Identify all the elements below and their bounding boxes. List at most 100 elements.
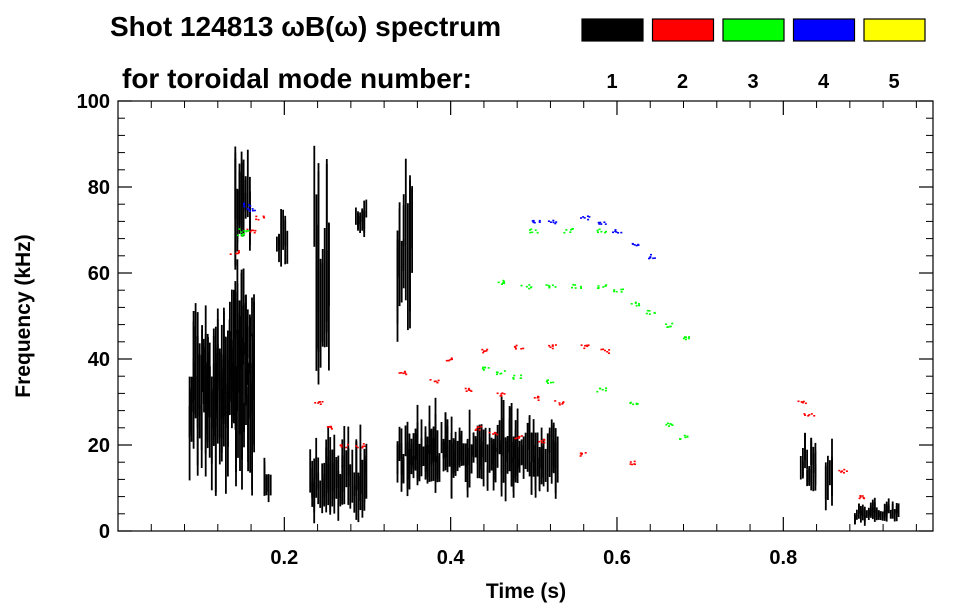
series-2-point-fleck: [513, 345, 516, 348]
legend-swatch-4: [792, 18, 856, 42]
series-4-point-fleck: [603, 221, 606, 223]
series-2-point-fleck: [551, 347, 554, 350]
series-1-stroke: [444, 412, 447, 458]
series-2-point-fleck: [629, 463, 632, 465]
series-2-point-fleck: [841, 470, 844, 472]
series-3-point-fleck: [605, 230, 607, 233]
series-2-point-fleck: [608, 349, 611, 351]
series-1-stroke: [357, 220, 359, 231]
series-4-point-fleck: [243, 205, 246, 208]
series-2-point-fleck: [543, 438, 546, 441]
series-1-blob-2: [234, 259, 255, 393]
series-4-point-7: [243, 202, 252, 208]
series-1-stroke: [516, 438, 519, 477]
series-2-point-5: [429, 379, 440, 384]
series-1-stroke: [269, 474, 272, 496]
series-3-point-fleck: [683, 336, 686, 338]
series-1-blob-13: [824, 438, 833, 511]
series-1-stroke: [396, 230, 399, 311]
series-1-stroke: [404, 158, 407, 301]
series-3-point-fleck: [499, 373, 502, 375]
series-1-stroke: [188, 376, 191, 438]
series-1-stroke: [400, 443, 403, 475]
series-2-point-fleck: [804, 402, 807, 405]
series-1-stroke: [430, 428, 433, 482]
series-2-point-fleck: [537, 399, 540, 401]
series-1-stroke: [422, 446, 425, 466]
series-1-stroke: [311, 481, 314, 507]
series-1-stroke: [831, 456, 833, 506]
series-3-point-19: [563, 228, 574, 234]
series-1-stroke: [424, 438, 427, 472]
series-1-stroke: [860, 511, 862, 523]
y-axis-title: Frequency (kHz): [12, 234, 35, 397]
series-3-point-fleck: [569, 231, 572, 233]
series-2-point-fleck: [861, 495, 864, 497]
series-2-point-fleck: [518, 435, 521, 438]
series-1-stroke: [213, 376, 215, 436]
series-2-point-fleck: [339, 444, 342, 447]
series-1-stroke: [236, 259, 239, 316]
series-2-point-fleck: [492, 433, 495, 435]
legend-swatch-5: [863, 18, 926, 42]
series-1-stroke: [325, 164, 328, 347]
series-2-point-fleck: [584, 452, 587, 454]
series-4-point-fleck: [582, 216, 585, 218]
series-1-stroke: [284, 215, 287, 265]
series-3-point-fleck: [597, 285, 600, 287]
series-3-point-fleck: [525, 285, 528, 288]
series-2-point-fleck: [541, 441, 544, 444]
series-2-point-13: [548, 344, 557, 350]
series-4-point-fleck: [532, 219, 535, 222]
series-1-stroke: [532, 419, 535, 463]
series-4-point-fleck: [538, 219, 541, 222]
chart-subtitle: for toroidal mode number:: [122, 63, 472, 94]
series-1-stroke: [329, 437, 332, 515]
series-2-point-20: [579, 452, 587, 457]
series-1-stroke: [518, 447, 521, 468]
series-1-stroke: [506, 440, 509, 463]
series-4-point-fleck: [532, 221, 535, 224]
series-1-stroke: [482, 441, 485, 487]
series-3-point-fleck: [496, 373, 498, 376]
series-1-stroke: [806, 469, 808, 487]
series-3-point-fleck: [572, 283, 575, 286]
series-2-point-fleck: [403, 370, 406, 373]
series-3-point-fleck: [552, 381, 555, 384]
chart-title: Shot 124813 ωB(ω) spectrum: [110, 11, 501, 42]
series-2-point-0: [314, 401, 324, 405]
series-2-point-fleck: [451, 358, 453, 361]
series-2-point-fleck: [859, 495, 862, 497]
series-1-stroke: [267, 474, 270, 491]
series-3-point-fleck: [604, 389, 607, 392]
series-1-stroke: [363, 210, 366, 229]
series-2-point-fleck: [586, 345, 589, 348]
series-1-stroke: [863, 515, 866, 526]
series-2-point-fleck: [480, 425, 483, 428]
series-1-stroke: [510, 403, 513, 486]
series-2-point-fleck: [467, 389, 470, 391]
series-1-stroke: [286, 230, 289, 264]
series-1-stroke: [502, 417, 505, 456]
series-4-point-fleck: [251, 209, 254, 212]
series-1-blob-4: [263, 457, 272, 503]
series-2-point-fleck: [807, 415, 810, 417]
series-3-point-fleck: [545, 380, 548, 383]
series-3-point-fleck: [536, 231, 539, 234]
series-1-stroke: [363, 448, 366, 477]
series-1-stroke: [858, 503, 860, 519]
series-2-point-fleck: [400, 372, 403, 374]
series-1-stroke: [242, 268, 245, 357]
series-2-point-fleck: [606, 351, 609, 353]
series-1-stroke: [408, 448, 411, 490]
series-2-point-fleck: [500, 393, 503, 395]
series-2-point-fleck: [608, 352, 610, 354]
series-1-stroke: [542, 454, 545, 487]
series-4-point-0: [531, 219, 541, 224]
series-1-stroke: [806, 449, 808, 469]
series-2-point-fleck: [515, 344, 518, 347]
series-1-stroke: [889, 509, 892, 519]
series-2-point-fleck: [475, 428, 478, 430]
legend: 1 2 3 4 5: [581, 18, 926, 93]
series-2-point-6: [464, 387, 473, 392]
